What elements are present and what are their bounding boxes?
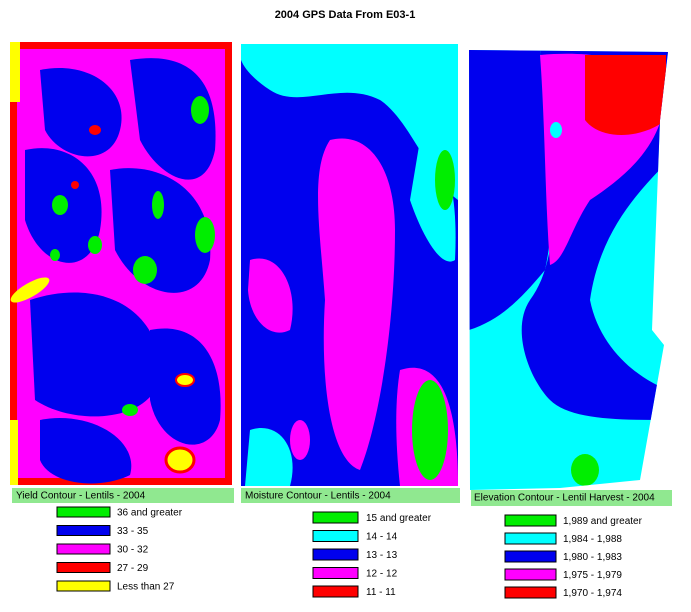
legend-label: 11 - 11 — [366, 587, 396, 598]
legend-label: 1,989 and greater — [563, 516, 643, 527]
legend-label: 30 - 32 — [117, 545, 149, 556]
legend-swatch — [312, 567, 359, 579]
moisture-map — [241, 44, 458, 486]
legend-swatch — [56, 562, 111, 573]
legend-swatch — [312, 585, 359, 598]
legend-label: Less than 27 — [117, 582, 175, 593]
legend-label: 15 and greater — [366, 513, 432, 524]
legend-swatch — [56, 525, 111, 536]
legend-label: 1,984 - 1,988 — [563, 534, 622, 545]
legend-swatch — [504, 514, 557, 527]
legend-label: 13 - 13 — [366, 550, 398, 561]
legend-label: 1,970 - 1,974 — [563, 588, 622, 599]
legend-swatch — [504, 532, 557, 545]
legend-swatch — [312, 530, 359, 542]
legend-label: 1,980 - 1,983 — [563, 552, 622, 563]
legend-label: 27 - 29 — [117, 563, 149, 574]
panel-label-bar — [241, 488, 460, 503]
legend-label: 12 - 12 — [366, 569, 398, 580]
legend-swatch — [56, 543, 111, 555]
legends: 36 and greater 33 - 35 30 - 32 27 - 29 Less … — [56, 506, 643, 599]
legend-label: 14 - 14 — [366, 532, 398, 543]
legend-swatch — [504, 568, 557, 581]
panel-label: Moisture Contour - Lentils - 2004 — [245, 491, 391, 502]
legend-swatch — [504, 586, 557, 599]
panel-label-bar — [471, 490, 672, 506]
panel-label-bar — [12, 488, 234, 503]
legend-swatch — [312, 511, 359, 524]
panel-label: Elevation Contour - Lentil Harvest - 200… — [474, 493, 655, 504]
legend-label: 33 - 35 — [117, 526, 149, 537]
legend-swatch — [312, 548, 359, 561]
legend-label: 1,975 - 1,979 — [563, 570, 622, 581]
yield-map — [10, 42, 232, 485]
elevation-map — [469, 50, 668, 490]
legend-swatch — [504, 550, 557, 563]
panel-label: Yield Contour - Lentils - 2004 — [16, 491, 146, 502]
legend-swatch — [56, 506, 111, 518]
legend-swatch — [56, 580, 111, 592]
legend-label: 36 and greater — [117, 508, 183, 519]
page-title: 2004 GPS Data From E03-1 — [275, 9, 416, 21]
